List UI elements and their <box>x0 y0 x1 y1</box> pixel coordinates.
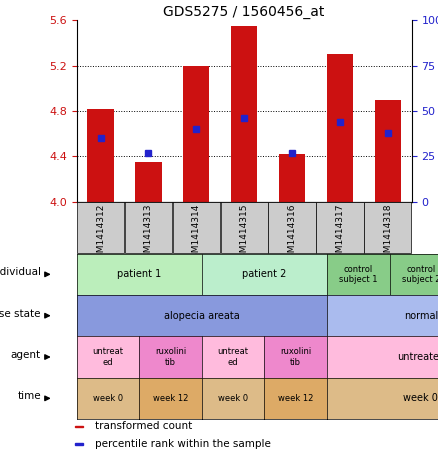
Text: untreat
ed: untreat ed <box>218 347 249 367</box>
Text: patient 2: patient 2 <box>242 270 286 280</box>
FancyBboxPatch shape <box>364 202 411 253</box>
Text: control
subject 1: control subject 1 <box>339 265 378 284</box>
Text: control
subject 2: control subject 2 <box>402 265 438 284</box>
Bar <box>327 54 353 202</box>
FancyBboxPatch shape <box>173 202 220 253</box>
Text: agent: agent <box>11 350 41 360</box>
Text: individual: individual <box>0 267 41 277</box>
Text: week 0: week 0 <box>218 394 248 403</box>
Bar <box>75 426 83 427</box>
Bar <box>374 100 401 202</box>
Text: ruxolini
tib: ruxolini tib <box>155 347 186 367</box>
Text: GSM1414316: GSM1414316 <box>288 203 297 264</box>
Text: GSM1414318: GSM1414318 <box>383 203 392 264</box>
Bar <box>279 154 305 202</box>
Text: GSM1414317: GSM1414317 <box>336 203 344 264</box>
FancyBboxPatch shape <box>316 202 364 253</box>
Text: normal: normal <box>404 311 438 321</box>
Bar <box>88 109 114 202</box>
Text: week 0: week 0 <box>403 393 438 403</box>
Bar <box>183 66 209 202</box>
FancyBboxPatch shape <box>268 202 316 253</box>
Bar <box>75 443 83 445</box>
Text: time: time <box>18 391 41 401</box>
Text: GSM1414313: GSM1414313 <box>144 203 153 264</box>
FancyBboxPatch shape <box>125 202 172 253</box>
Text: GSM1414312: GSM1414312 <box>96 203 105 264</box>
Text: untreat
ed: untreat ed <box>92 347 124 367</box>
Bar <box>135 162 162 202</box>
FancyBboxPatch shape <box>77 202 124 253</box>
Bar <box>231 26 258 202</box>
Text: patient 1: patient 1 <box>117 270 161 280</box>
Text: GSM1414314: GSM1414314 <box>192 203 201 264</box>
Text: week 0: week 0 <box>93 394 123 403</box>
Text: ruxolini
tib: ruxolini tib <box>280 347 311 367</box>
Text: disease state: disease state <box>0 308 41 318</box>
Text: week 12: week 12 <box>278 394 313 403</box>
Text: untreated: untreated <box>397 352 438 362</box>
Text: alopecia areata: alopecia areata <box>164 311 240 321</box>
Text: percentile rank within the sample: percentile rank within the sample <box>95 439 271 449</box>
Text: GSM1414315: GSM1414315 <box>240 203 249 264</box>
Text: transformed count: transformed count <box>95 421 193 432</box>
FancyBboxPatch shape <box>221 202 268 253</box>
Text: week 12: week 12 <box>153 394 188 403</box>
Title: GDS5275 / 1560456_at: GDS5275 / 1560456_at <box>163 5 325 19</box>
